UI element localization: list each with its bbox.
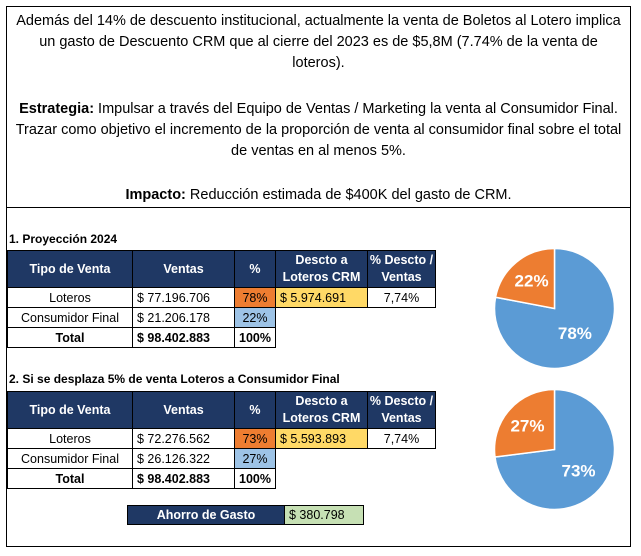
table-row: Loteros $ 77.196.706 78% $ 5.974.691 7,7… bbox=[7, 287, 436, 308]
savings-value: $ 380.798 bbox=[284, 505, 364, 525]
row-pct: 100% bbox=[234, 327, 276, 348]
strategy-text: Impulsar a través del Equipo de Ventas /… bbox=[15, 101, 622, 159]
strategy-label: Estrategia: bbox=[19, 101, 95, 117]
pie-slice-large bbox=[493, 247, 616, 370]
intro-paragraph: Además del 14% de descuento instituciona… bbox=[16, 13, 621, 71]
table-row: Consumidor Final $ 21.206.178 22% bbox=[7, 307, 436, 328]
row-pct: 73% bbox=[234, 428, 276, 449]
pie-slice-small bbox=[493, 388, 556, 458]
table-row: Consumidor Final $ 26.126.322 27% bbox=[7, 448, 436, 469]
row-ventas: $ 72.276.562 bbox=[132, 428, 235, 449]
header-pct-descto: % Descto / Ventas bbox=[366, 250, 436, 288]
row-tipo: Loteros bbox=[7, 428, 133, 449]
row-tipo: Consumidor Final bbox=[7, 307, 133, 328]
header-pct: % bbox=[234, 391, 276, 429]
table-row: Loteros $ 72.276.562 73% $ 5.593.893 7,7… bbox=[7, 428, 436, 449]
row-descto: $ 5.593.893 bbox=[274, 428, 368, 449]
header-descto: Descto a Loteros CRM bbox=[274, 250, 368, 288]
pie-label-large: 78% bbox=[558, 324, 592, 343]
savings-table: Ahorro de Gasto $ 380.798 bbox=[127, 505, 364, 525]
table-row-total: Total $ 98.402.883 100% bbox=[7, 327, 436, 348]
pie-label-small: 27% bbox=[510, 417, 544, 436]
intro-text-block: Además del 14% de descuento instituciona… bbox=[7, 7, 630, 208]
row-ventas: $ 77.196.706 bbox=[132, 287, 235, 308]
header-ventas: Ventas bbox=[132, 391, 235, 429]
row-pct: 27% bbox=[234, 448, 276, 469]
row-pct-descto: 7,74% bbox=[366, 428, 436, 449]
section2-title: 2. Si se desplaza 5% de venta Loteros a … bbox=[9, 372, 340, 386]
header-pct-descto: % Descto / Ventas bbox=[366, 391, 436, 429]
table-header-row: Tipo de Venta Ventas % Descto a Loteros C… bbox=[7, 391, 436, 429]
header-tipo: Tipo de Venta bbox=[7, 391, 133, 429]
section1-title: 1. Proyección 2024 bbox=[9, 232, 118, 246]
row-pct-descto: 7,74% bbox=[366, 287, 436, 308]
pie-slice-small bbox=[494, 247, 556, 310]
header-pct: % bbox=[234, 250, 276, 288]
table-header-row: Tipo de Venta Ventas % Descto a Loteros C… bbox=[7, 250, 436, 288]
header-tipo: Tipo de Venta bbox=[7, 250, 133, 288]
savings-label: Ahorro de Gasto bbox=[127, 505, 285, 525]
row-tipo: Consumidor Final bbox=[7, 448, 133, 469]
row-ventas: $ 21.206.178 bbox=[132, 307, 235, 328]
row-descto: $ 5.974.691 bbox=[274, 287, 368, 308]
projection-table: Tipo de Venta Ventas % Descto a Loteros C… bbox=[7, 250, 436, 348]
scenario-table: Tipo de Venta Ventas % Descto a Loteros C… bbox=[7, 391, 436, 489]
row-tipo: Total bbox=[7, 327, 133, 348]
pie-chart-2: 27% 73% bbox=[493, 388, 616, 511]
header-ventas: Ventas bbox=[132, 250, 235, 288]
pie-label-large: 73% bbox=[561, 462, 595, 481]
row-ventas: $ 98.402.883 bbox=[132, 327, 235, 348]
impact-text: Reducción estimada de $400K del gasto de… bbox=[185, 187, 512, 203]
header-descto: Descto a Loteros CRM bbox=[274, 391, 368, 429]
pie-chart-1: 22% 78% bbox=[493, 247, 616, 370]
pie-label-small: 22% bbox=[515, 272, 549, 291]
impact-paragraph: Impacto: Reducción estimada de $400K del… bbox=[13, 185, 624, 206]
row-tipo: Loteros bbox=[7, 287, 133, 308]
strategy-paragraph: Estrategia: Impulsar a través del Equipo… bbox=[13, 99, 624, 162]
row-pct: 100% bbox=[234, 468, 276, 489]
row-pct: 78% bbox=[234, 287, 276, 308]
summary-sheet: Además del 14% de descuento instituciona… bbox=[6, 6, 631, 547]
row-ventas: $ 98.402.883 bbox=[132, 468, 235, 489]
impact-label: Impacto: bbox=[125, 187, 186, 203]
row-pct: 22% bbox=[234, 307, 276, 328]
row-ventas: $ 26.126.322 bbox=[132, 448, 235, 469]
row-tipo: Total bbox=[7, 468, 133, 489]
table-row-total: Total $ 98.402.883 100% bbox=[7, 468, 436, 489]
